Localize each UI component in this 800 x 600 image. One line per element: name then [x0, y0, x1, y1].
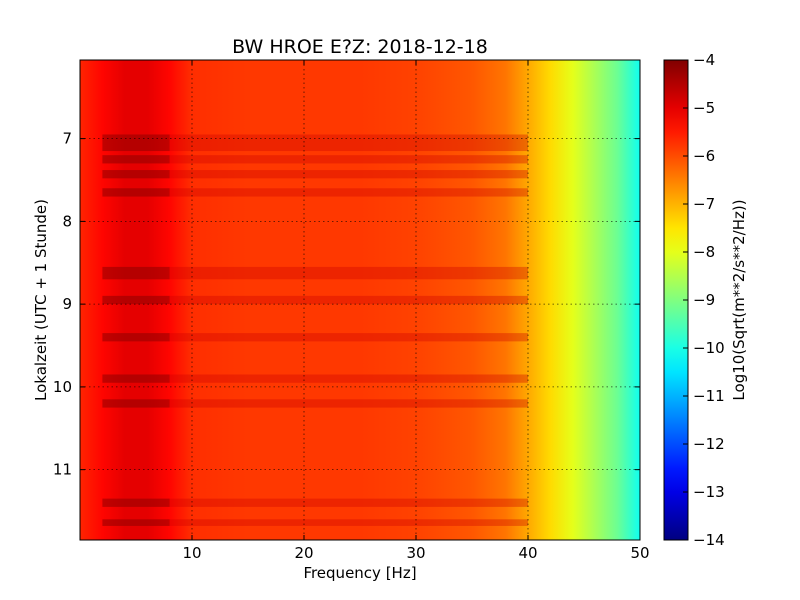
colorbar-tick-label: −4: [693, 51, 715, 69]
x-axis-label: Frequency [Hz]: [303, 564, 416, 582]
loud-interval-band: [169, 295, 528, 305]
colorbar-tick-label: −7: [693, 195, 715, 213]
loud-interval-band: [169, 333, 528, 342]
colorbar-tick-label: −8: [693, 243, 715, 261]
x-tick-label: 40: [518, 544, 537, 562]
x-tick-label: 50: [630, 544, 649, 562]
colorbar-tick-label: −10: [693, 339, 725, 357]
loud-interval-core: [102, 295, 170, 305]
loud-interval-core: [102, 498, 170, 507]
colorbar-tick-label: −13: [693, 483, 725, 501]
colorbar-tick-label: −14: [693, 531, 725, 549]
x-tick-label: 10: [182, 544, 201, 562]
colorbar-tick-label: −12: [693, 435, 725, 453]
y-tick-label: 10: [53, 378, 72, 396]
y-tick-label: 9: [62, 295, 72, 313]
y-tick-label: 11: [53, 461, 72, 479]
loud-interval-band: [169, 399, 528, 408]
plot-area: 10 20 30 40 50 7 8 9 10 11: [53, 59, 650, 562]
loud-interval-core: [102, 155, 170, 164]
loud-interval-band: [169, 134, 528, 152]
x-tick-label: 20: [294, 544, 313, 562]
colorbar-ticks: −4 −5 −6 −7 −8 −9 −10 −11 −12 −13 −14: [683, 51, 725, 549]
loud-interval-core: [102, 333, 170, 342]
spectrogram-image: [80, 60, 640, 540]
loud-interval-core: [102, 399, 170, 408]
loud-interval-core: [102, 188, 170, 197]
loud-interval-core: [102, 170, 170, 179]
loud-interval-core: [102, 134, 170, 152]
colorbar-label: Log10(Sqrt(m**2/s**2/Hz)): [730, 199, 748, 400]
loud-interval-band: [169, 188, 528, 197]
chart-title: BW HROE E?Z: 2018-12-18: [232, 36, 488, 58]
grid-lines: [80, 60, 640, 540]
x-tick-label: 30: [406, 544, 425, 562]
loud-intervals: [102, 134, 528, 526]
y-tick-label: 8: [62, 212, 72, 230]
y-axis-ticks: 7 8 9 10 11: [53, 130, 640, 479]
y-tick-label: 7: [62, 130, 72, 148]
loud-interval-band: [169, 170, 528, 179]
loud-interval-core: [102, 266, 170, 280]
loud-interval-core: [102, 374, 170, 383]
loud-interval-band: [169, 374, 528, 383]
colorbar-tick-label: −6: [693, 147, 715, 165]
y-axis-label: Lokalzeit (UTC + 1 Stunde): [32, 199, 50, 401]
loud-interval-band: [169, 266, 528, 280]
colorbar-tick-label: −5: [693, 99, 715, 117]
colorbar-tick-label: −11: [693, 387, 725, 405]
loud-interval-core: [102, 519, 170, 526]
loud-interval-band: [169, 519, 528, 526]
plot-frame: [79, 59, 641, 541]
loud-interval-band: [169, 155, 528, 164]
colorbar: −4 −5 −6 −7 −8 −9 −10 −11 −12 −13 −14 Log10(Sqrt(m…: [663, 51, 748, 549]
colorbar-tick-label: −9: [693, 291, 715, 309]
x-axis-ticks: 10 20 30 40 50: [182, 60, 650, 562]
loud-interval-band: [169, 498, 528, 507]
